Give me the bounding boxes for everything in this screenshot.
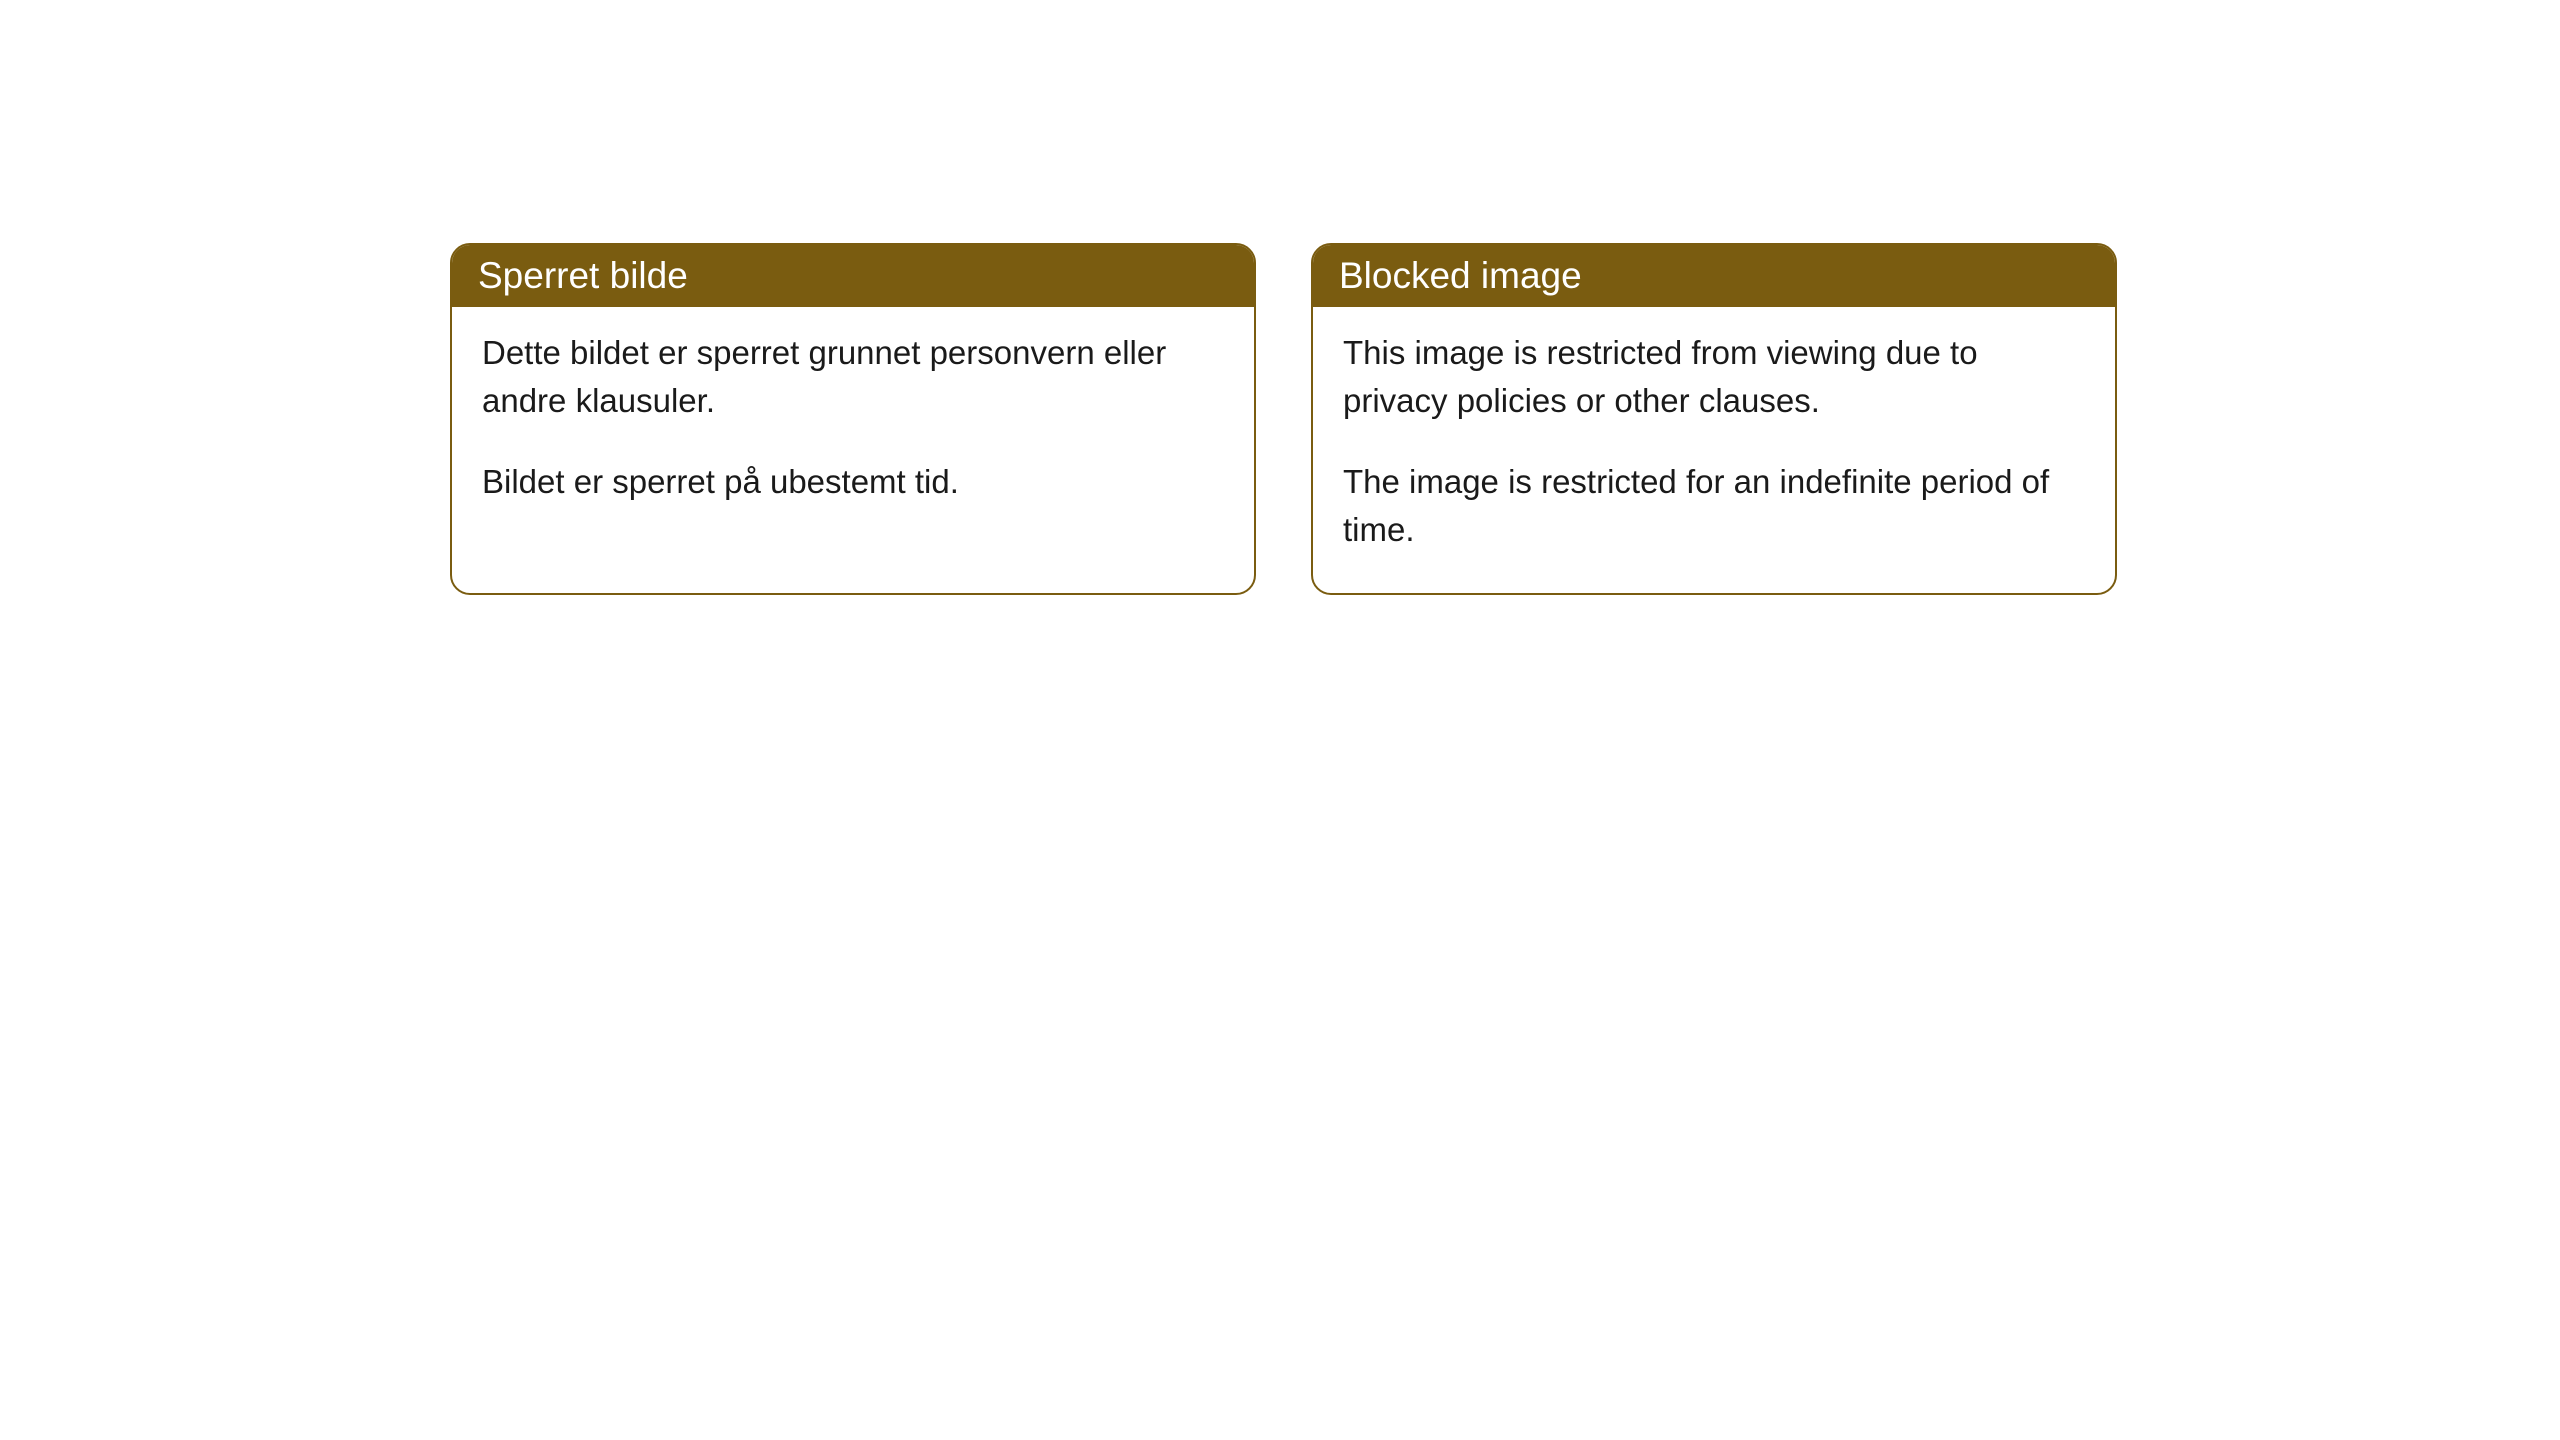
- blocked-image-card-english: Blocked image This image is restricted f…: [1311, 243, 2117, 595]
- card-header-norwegian: Sperret bilde: [452, 245, 1254, 307]
- card-paragraph: The image is restricted for an indefinit…: [1343, 458, 2085, 554]
- card-paragraph: Dette bildet er sperret grunnet personve…: [482, 329, 1224, 425]
- blocked-image-card-norwegian: Sperret bilde Dette bildet er sperret gr…: [450, 243, 1256, 595]
- card-title: Blocked image: [1339, 255, 1582, 296]
- card-title: Sperret bilde: [478, 255, 688, 296]
- card-header-english: Blocked image: [1313, 245, 2115, 307]
- card-body-norwegian: Dette bildet er sperret grunnet personve…: [452, 307, 1254, 546]
- card-paragraph: Bildet er sperret på ubestemt tid.: [482, 458, 1224, 506]
- notice-cards-container: Sperret bilde Dette bildet er sperret gr…: [450, 243, 2117, 595]
- card-body-english: This image is restricted from viewing du…: [1313, 307, 2115, 593]
- card-paragraph: This image is restricted from viewing du…: [1343, 329, 2085, 425]
